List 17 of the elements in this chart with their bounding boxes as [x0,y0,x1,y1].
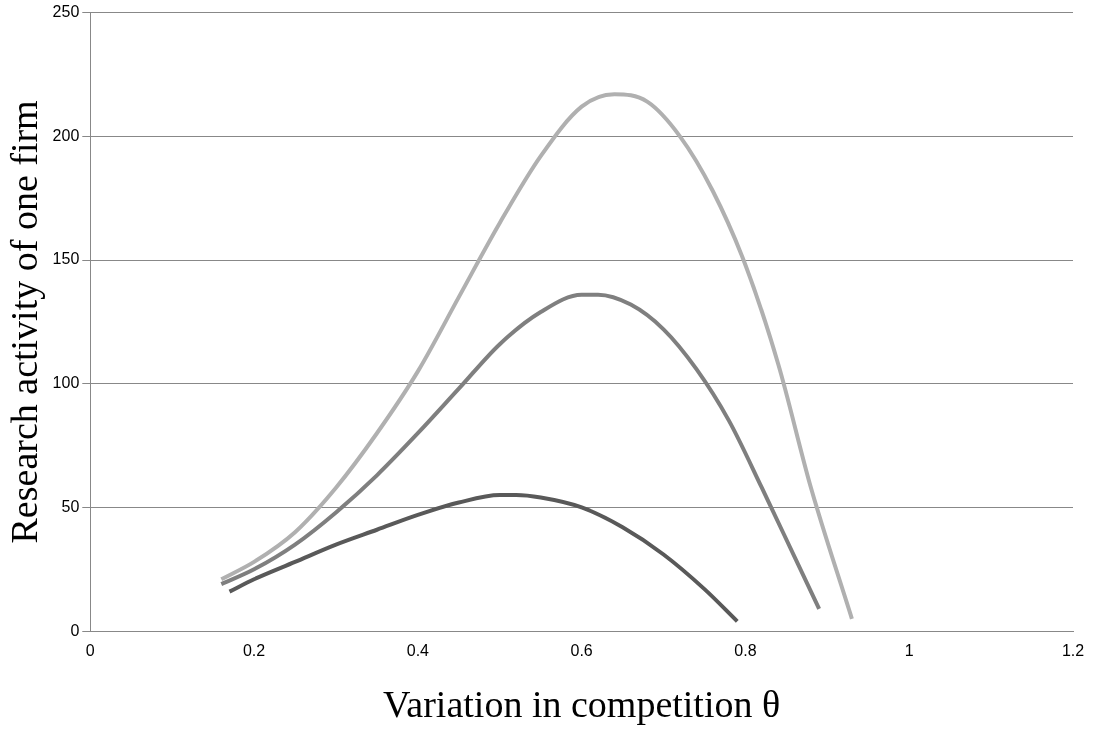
y-tick-label: 50 [61,497,80,515]
y-tick-label: 0 [70,621,80,639]
y-axis-title: Research activity of one firm [2,100,45,544]
line-series [219,92,854,621]
x-tick-label: 1 [904,642,914,660]
x-tick-label: 0.8 [734,642,757,660]
x-tick-label: 0.6 [570,642,593,660]
y-tick-label: 100 [52,374,80,392]
line-series [227,493,740,624]
y-tick-label: 200 [52,126,80,144]
x-tick-label: 0 [85,642,95,660]
y-tick-label: 250 [52,3,80,21]
y-tick-label: 150 [52,250,80,268]
x-axis-title: Variation in competition θ [383,683,781,726]
x-tick-label: 0.2 [242,642,266,660]
x-tick-label: 0.4 [406,642,430,660]
x-tick-label: 1.2 [1061,642,1085,660]
